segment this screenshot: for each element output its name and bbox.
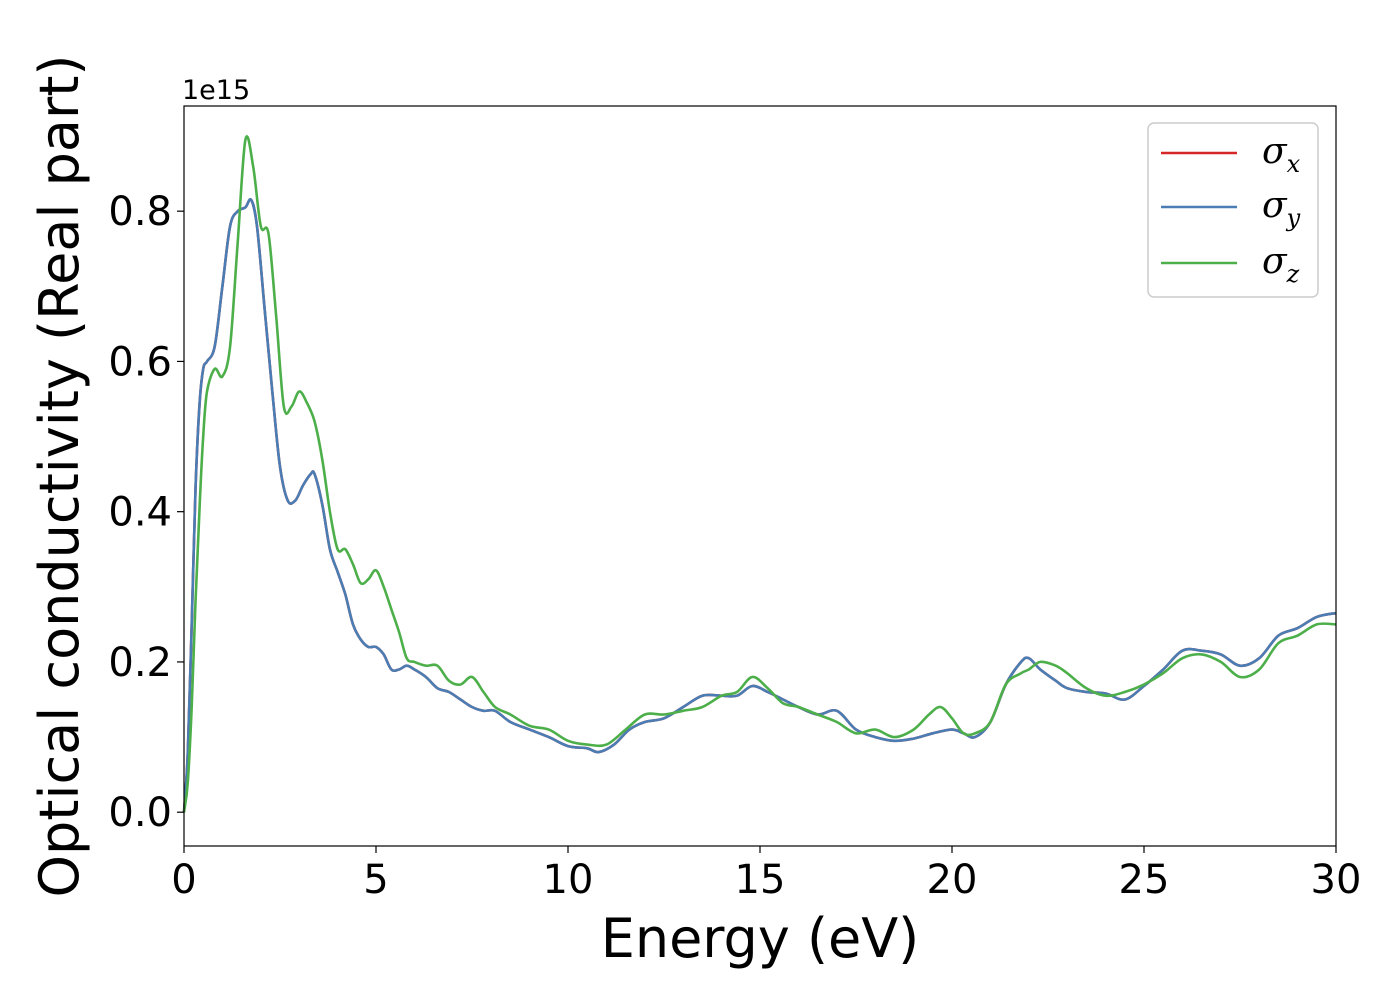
series-layer: [182, 135, 1337, 813]
x-tick-label: 15: [735, 857, 786, 903]
x-tick-label: 5: [363, 857, 388, 903]
x-tick-label: 30: [1311, 857, 1362, 903]
x-tick-label: 20: [927, 857, 978, 903]
y-axis-title: Optical conductivity (Real part): [28, 55, 91, 898]
series-line-z: [182, 135, 1337, 813]
legend-box: [1147, 122, 1319, 298]
plot-area: [184, 106, 1336, 846]
y-tick-label: 0.2: [108, 640, 172, 686]
x-axis-ticks: 0 5 10 15 20 25 30: [171, 846, 1361, 903]
y-tick-label: 0.0: [108, 790, 172, 836]
x-tick-label: 0: [171, 857, 196, 903]
y-axis-ticks: 0.0 0.2 0.4 0.6 0.8: [108, 189, 184, 836]
series-line-y: [182, 197, 1337, 813]
x-axis-title: Energy (eV): [601, 907, 920, 970]
y-tick-label: 0.6: [108, 339, 172, 385]
y-tick-label: 0.8: [108, 189, 172, 235]
x-tick-label: 10: [543, 857, 594, 903]
y-offset-label: 1e15: [182, 75, 250, 106]
x-tick-label: 25: [1119, 857, 1170, 903]
y-tick-label: 0.4: [108, 490, 172, 536]
